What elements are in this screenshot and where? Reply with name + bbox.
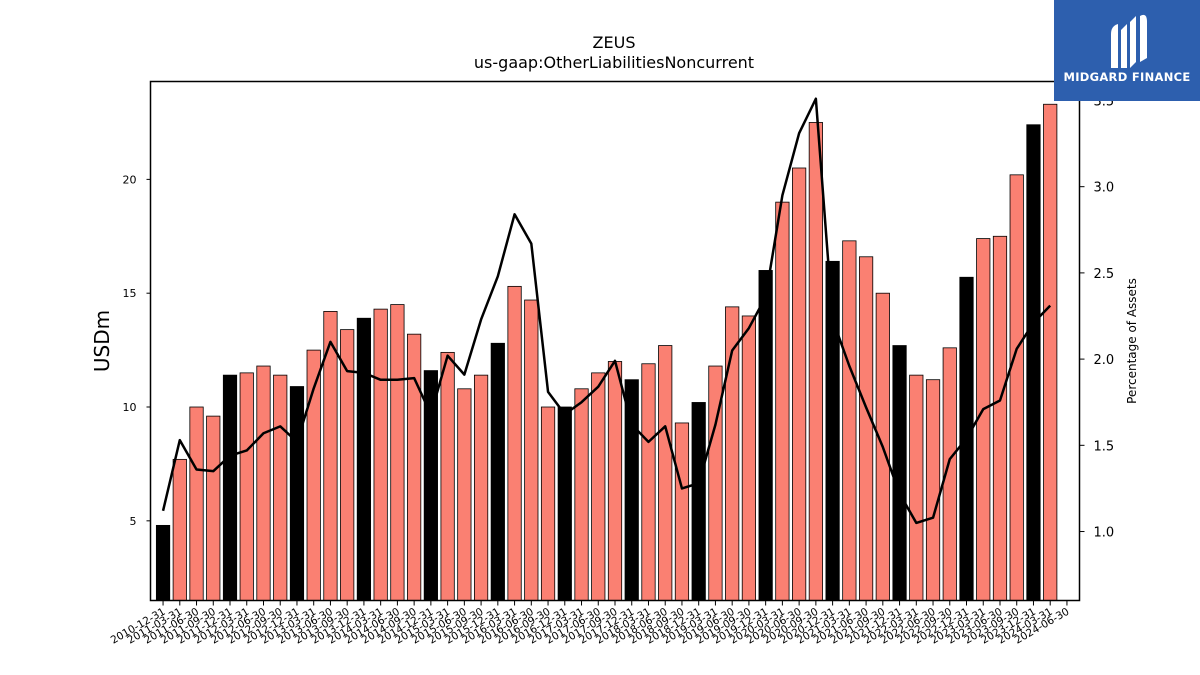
bar-2020-09-30 bbox=[808, 122, 823, 601]
y-axis-label: USDm bbox=[90, 310, 114, 372]
bar-2017-12-31 bbox=[624, 379, 639, 601]
bar-2023-09-30 bbox=[1009, 174, 1024, 601]
x-axis-ticks: 2010-12-312011-03-312011-06-302011-09-30… bbox=[109, 600, 1071, 647]
y-tick-label: 15 bbox=[123, 287, 137, 300]
y2-tick-label: 1.5 bbox=[1094, 439, 1115, 454]
bar-2012-03-31 bbox=[239, 372, 254, 601]
bar-2015-09-30 bbox=[473, 374, 489, 601]
bar-2017-03-31 bbox=[574, 388, 589, 601]
y2-tick-label: 2.0 bbox=[1094, 353, 1115, 368]
bar-2018-09-30 bbox=[674, 422, 690, 601]
bar-2016-03-31 bbox=[507, 285, 522, 601]
bar-2021-06-30 bbox=[858, 256, 874, 601]
bar-2015-06-30 bbox=[457, 388, 472, 601]
bar-2019-12-31 bbox=[758, 270, 773, 601]
midgard-logo: MIDGARD FINANCE bbox=[1054, 0, 1200, 101]
chart-title: ZEUS bbox=[593, 33, 636, 52]
bar-2016-12-31 bbox=[557, 406, 572, 601]
bar-2011-06-30 bbox=[189, 406, 204, 601]
y2-tick-label: 1.0 bbox=[1094, 526, 1115, 541]
y-tick-label: 10 bbox=[123, 401, 137, 414]
line-layer bbox=[161, 97, 1052, 525]
logo-text: MIDGARD FINANCE bbox=[1063, 70, 1191, 84]
y2-axis-label: Percentage of Assets bbox=[1125, 278, 1139, 404]
bar-2012-06-30 bbox=[256, 365, 271, 601]
bar-2021-03-31 bbox=[842, 240, 857, 601]
bar-2011-03-31 bbox=[172, 458, 187, 601]
bar-2013-12-31 bbox=[356, 317, 372, 601]
bar-2022-03-31 bbox=[909, 374, 924, 601]
bar-2018-12-31 bbox=[691, 402, 706, 601]
bar-2017-09-30 bbox=[607, 361, 623, 601]
y2-tick-label: 2.5 bbox=[1094, 267, 1115, 282]
bar-2017-06-30 bbox=[591, 372, 606, 601]
bar-2012-12-31 bbox=[289, 386, 305, 601]
bars-layer bbox=[155, 103, 1058, 601]
bar-2020-06-30 bbox=[792, 167, 807, 601]
bar-2014-03-31 bbox=[373, 308, 388, 601]
bar-2016-06-30 bbox=[524, 299, 539, 601]
bar-2012-09-30 bbox=[273, 374, 288, 601]
bar-2023-06-30 bbox=[992, 235, 1008, 601]
bar-2018-06-30 bbox=[658, 345, 673, 601]
bar-2014-09-30 bbox=[407, 333, 422, 601]
bar-2020-03-31 bbox=[775, 201, 790, 601]
bar-2016-09-30 bbox=[540, 406, 556, 601]
bar-2015-03-31 bbox=[440, 351, 455, 601]
right-axis-ticks: 1.01.52.02.53.03.5 bbox=[1079, 94, 1115, 541]
bar-2021-12-31 bbox=[892, 345, 907, 601]
bar-2011-12-31 bbox=[222, 374, 238, 601]
bar-2023-12-31 bbox=[1026, 124, 1041, 601]
y2-tick-label: 3.0 bbox=[1094, 181, 1115, 196]
y-tick-label: 5 bbox=[130, 515, 137, 528]
left-axis-ticks: 5 10 15 20 bbox=[123, 173, 151, 528]
bar-2015-12-31 bbox=[490, 342, 505, 601]
bar-2011-09-30 bbox=[206, 415, 221, 601]
midgard-logo-icon bbox=[1111, 14, 1147, 68]
percentage-of-assets-line bbox=[161, 97, 1052, 525]
bar-2024-03-31 bbox=[1043, 103, 1058, 601]
bar-2019-09-30 bbox=[741, 315, 757, 601]
bar-2014-06-30 bbox=[390, 304, 405, 601]
chart-subtitle: us-gaap:OtherLiabilitiesNoncurrent bbox=[474, 53, 754, 72]
bar-2022-06-30 bbox=[925, 379, 941, 601]
bar-2010-12-31 bbox=[155, 524, 171, 601]
bar-2018-03-31 bbox=[641, 363, 656, 601]
y-tick-label: 20 bbox=[123, 173, 137, 186]
